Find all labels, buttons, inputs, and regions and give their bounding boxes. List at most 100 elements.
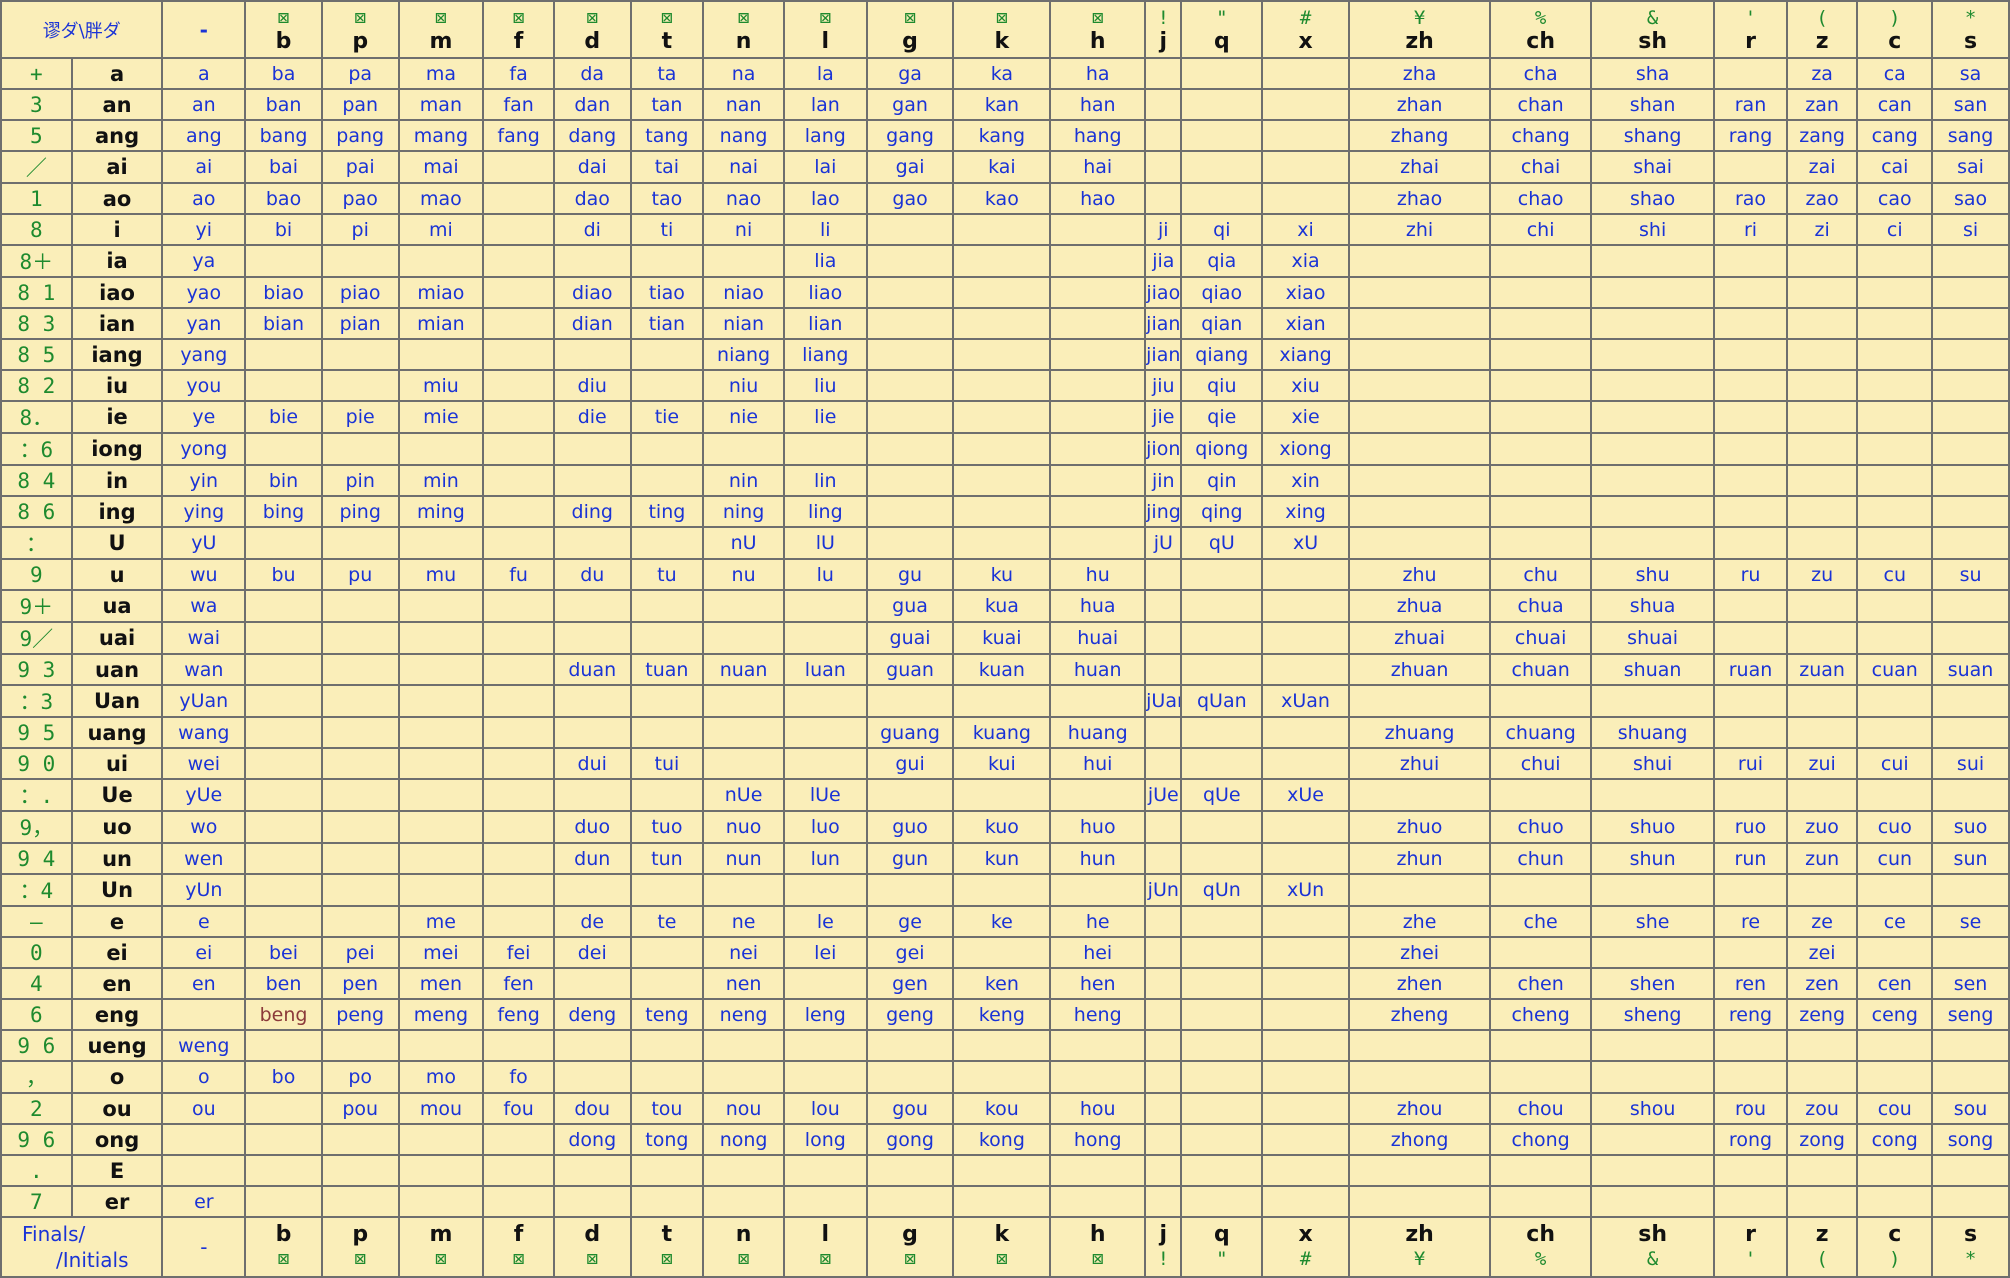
syllable-cell [952, 684, 1052, 718]
syllable-cell [1347, 526, 1492, 560]
syllable-cell: beng [244, 998, 323, 1031]
syllable-cell: deng [552, 998, 632, 1031]
syllable-cell: pen [320, 967, 400, 1000]
table-row: 8 2 iu you miu diu niu liu jiu qiu xiu [0, 369, 2010, 402]
syllable-cell [552, 1060, 632, 1094]
syllable-cell: zhu [1347, 558, 1492, 591]
syllable-cell [1489, 432, 1593, 466]
initial-label: d [584, 1222, 601, 1247]
syllable-cell [1180, 88, 1264, 121]
syllable-cell [320, 338, 400, 371]
syllable-cell [1931, 1060, 2010, 1094]
syllable-cell: wang [161, 716, 247, 749]
initial-header-j: ! j [1144, 0, 1183, 59]
syllable-cell [865, 400, 955, 434]
syllable-cell: nai [702, 150, 785, 184]
syllable-cell: pang [320, 119, 400, 152]
syllable-cell: shuan [1590, 653, 1716, 686]
syllable-cell: fei [482, 936, 555, 969]
final-code: ：. [0, 778, 73, 812]
final-code: 9 5 [0, 716, 73, 749]
syllable-cell: sen [1931, 967, 2010, 1000]
syllable-cell [552, 464, 632, 497]
syllable-cell [1347, 276, 1492, 309]
syllable-cell [1713, 369, 1788, 402]
syllable-cell [1856, 936, 1934, 969]
syllable-cell [1931, 873, 2010, 907]
syllable-cell: huan [1049, 653, 1147, 686]
syllable-cell: kuang [952, 716, 1052, 749]
syllable-cell: ca [1856, 57, 1934, 90]
syllable-cell: yang [161, 338, 247, 371]
syllable-cell [1785, 589, 1859, 623]
syllable-cell [552, 432, 632, 466]
initial-code: ⊠ [586, 6, 598, 29]
syllable-cell: ti [629, 213, 705, 246]
syllable-cell: kun [952, 842, 1052, 875]
syllable-cell: gan [865, 88, 955, 121]
syllable-cell: dan [552, 88, 632, 121]
syllable-cell: qing [1180, 495, 1264, 528]
syllable-cell: nang [702, 119, 785, 152]
syllable-cell: tang [629, 119, 705, 152]
syllable-cell [1590, 1154, 1716, 1187]
syllable-cell [1713, 1154, 1788, 1187]
syllable-cell: nen [702, 967, 785, 1000]
table-row: 5 ang ang bang pang mang fang dang tang nang lang g… [0, 119, 2010, 152]
initial-label: n [735, 1222, 752, 1247]
syllable-cell: xian [1261, 307, 1350, 340]
syllable-cell: man [397, 88, 485, 121]
syllable-cell: yan [161, 307, 247, 340]
syllable-cell: kong [952, 1123, 1052, 1156]
syllable-cell [1144, 1154, 1183, 1187]
syllable-cell [1144, 716, 1183, 749]
syllable-cell: shai [1590, 150, 1716, 184]
table-row: 6 eng beng peng meng feng deng teng neng leng geng… [0, 998, 2010, 1031]
syllable-cell: jUe [1144, 778, 1183, 812]
syllable-cell [1713, 716, 1788, 749]
syllable-cell: zha [1347, 57, 1492, 90]
syllable-cell [1144, 810, 1183, 844]
syllable-cell: fo [482, 1060, 555, 1094]
syllable-cell [244, 747, 323, 780]
syllable-cell: ou [161, 1092, 247, 1125]
syllable-cell [1049, 1154, 1147, 1187]
syllable-cell [244, 905, 323, 938]
syllable-cell: nou [702, 1092, 785, 1125]
syllable-cell [629, 244, 705, 278]
syllable-cell: ban [244, 88, 323, 121]
syllable-cell: suo [1931, 810, 2010, 844]
syllable-cell: ke [952, 905, 1052, 938]
syllable-cell [1590, 936, 1716, 969]
syllable-cell: ao [161, 182, 247, 215]
final-label: a [70, 57, 164, 90]
final-code: . [0, 1154, 73, 1187]
initial-code: ⊠ [661, 6, 673, 29]
syllable-cell [702, 747, 785, 780]
final-label: u [70, 558, 164, 591]
syllable-cell [1785, 684, 1859, 718]
syllable-cell: gun [865, 842, 955, 875]
syllable-cell [1489, 1185, 1593, 1218]
syllable-cell: huo [1049, 810, 1147, 844]
syllable-cell: lin [782, 464, 868, 497]
syllable-cell: te [629, 905, 705, 938]
syllable-cell: du [552, 558, 632, 591]
syllable-cell [397, 842, 485, 875]
table-row: 3 an an ban pan man fan dan tan nan lan gan kan han zh… [0, 88, 2010, 121]
syllable-cell: pao [320, 182, 400, 215]
syllable-cell [782, 1029, 868, 1062]
final-label: in [70, 464, 164, 497]
syllable-cell: jU [1144, 526, 1183, 560]
initial-label: s [1963, 28, 1978, 54]
initial-label: zh [1405, 28, 1434, 54]
syllable-cell: seng [1931, 998, 2010, 1031]
syllable-cell: zheng [1347, 998, 1492, 1031]
syllable-cell [1347, 873, 1492, 907]
final-code: — [0, 905, 73, 938]
syllable-cell [397, 621, 485, 655]
syllable-cell: nu [702, 558, 785, 591]
syllable-cell [1590, 1123, 1716, 1156]
syllable-cell: zhi [1347, 213, 1492, 246]
syllable-cell [1931, 432, 2010, 466]
